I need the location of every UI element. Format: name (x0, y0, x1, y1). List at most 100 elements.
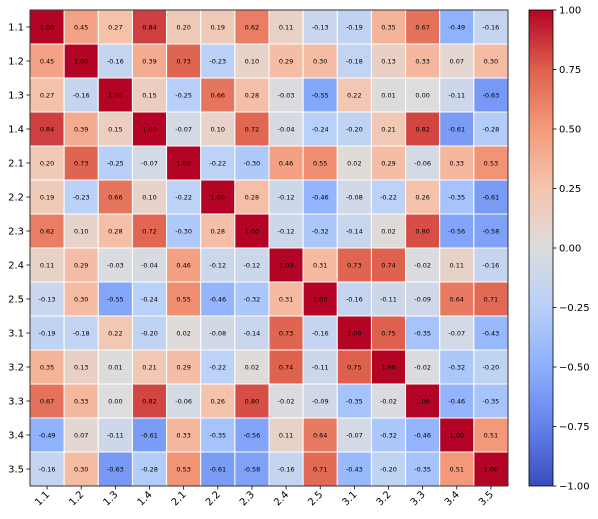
x-tick-label-2.5: 2.5 (306, 489, 325, 508)
cell-1.4-2.2 (200, 111, 236, 147)
cell-3.1-2.1 (166, 315, 202, 351)
cell-2.1-2.1 (166, 145, 202, 181)
cell-3.5-2.3 (234, 451, 270, 487)
cell-3.5-3.2 (370, 451, 407, 487)
cell-2.5-2.3 (234, 281, 270, 317)
cell-label-2.1-1.2: 0.73 (74, 159, 88, 167)
cell-label-2.1-2.5: 0.55 (313, 159, 327, 167)
cell-2.5-3.2 (370, 281, 407, 317)
cell-3.5-3.5 (473, 451, 509, 487)
cell-label-1.3-1.2: -0.16 (73, 91, 90, 99)
cell-2.2-1.4 (131, 179, 168, 215)
y-tick-label-3.2: 3.2 (8, 363, 24, 374)
cell-label-2.1-2.2: -0.22 (209, 159, 226, 167)
cell-1.2-2.4 (268, 43, 304, 79)
cell-3.3-1.3 (97, 383, 133, 419)
cell-2.2-2.5 (302, 179, 338, 215)
x-tick-label-2.1: 2.1 (170, 489, 189, 508)
cell-1.3-1.1 (29, 77, 65, 113)
y-tick-label-3.3: 3.3 (8, 397, 24, 408)
cell-label-2.4-2.2: -0.12 (209, 261, 226, 269)
cell-3.1-1.1 (29, 315, 65, 351)
cell-2.3-2.1 (166, 213, 202, 249)
cell-1.3-2.5 (302, 77, 338, 113)
cell-label-3.5-1.3: -0.63 (107, 465, 124, 473)
cell-label-1.2-3.4: 0.07 (450, 57, 464, 65)
heatmap-cells: 1.00 0.45 0.27 0.84 0.20 0.19 0.62 0.11 -0.13 -0.… (29, 9, 509, 487)
cell-label-3.5-2.2: -0.61 (209, 465, 226, 473)
colorbar-tick-label-0: 1.00 (559, 6, 581, 17)
cell-label-3.1-1.3: 0.22 (108, 329, 122, 337)
colorbar-tick-label-4: 0.00 (559, 244, 581, 255)
cell-label-2.1-2.4: 0.46 (279, 159, 293, 167)
cell-2.3-3.3 (405, 213, 441, 249)
colorbar-tick-label-5: −0.25 (559, 303, 590, 314)
cell-label-3.3-3.3: 1.00 (415, 397, 429, 405)
cell-label-3.2-1.2: 0.13 (74, 363, 88, 371)
y-tick-label-3.4: 3.4 (8, 431, 24, 442)
cell-label-2.4-3.4: 0.11 (450, 261, 464, 269)
cell-3.2-1.2 (63, 349, 99, 385)
cell-label-2.2-3.2: -0.22 (380, 193, 397, 201)
x-tick-label-2.2: 2.2 (204, 489, 223, 508)
cell-2.4-1.1 (29, 247, 65, 283)
colorbar-tick-label-6: −0.50 (559, 363, 590, 374)
cell-2.4-3.3 (405, 247, 441, 283)
cell-label-2.1-3.4: 0.33 (450, 159, 464, 167)
cell-1.3-1.3 (97, 77, 133, 113)
cell-3.5-3.4 (439, 451, 475, 487)
cell-label-2.2-3.5: -0.61 (483, 193, 500, 201)
cell-label-1.1-3.3: 0.67 (415, 23, 429, 31)
cell-2.2-3.3 (405, 179, 441, 215)
cell-label-2.4-3.3: -0.02 (414, 261, 431, 269)
cell-label-3.4-2.4: 0.11 (279, 431, 293, 439)
cell-label-2.3-1.4: 0.72 (142, 227, 156, 235)
colorbar-gradient (528, 9, 554, 487)
cell-label-2.4-1.3: -0.03 (107, 261, 124, 269)
cell-3.4-3.1 (336, 417, 372, 453)
cell-label-3.4-3.1: -0.07 (346, 431, 363, 439)
cell-label-2.5-3.5: 0.71 (484, 295, 498, 303)
cell-label-2.2-2.1: -0.22 (175, 193, 192, 201)
cell-2.3-2.3 (234, 213, 270, 249)
cell-3.2-2.4 (268, 349, 304, 385)
cell-label-2.3-2.3: 1.00 (245, 227, 259, 235)
cell-label-1.4-1.2: 0.39 (74, 125, 88, 133)
cell-label-2.3-2.1: -0.30 (175, 227, 192, 235)
cell-label-1.4-3.2: 0.21 (381, 125, 395, 133)
cell-label-2.5-2.4: 0.31 (279, 295, 293, 303)
colorbar-tick-label-7: −0.75 (559, 422, 590, 433)
cell-3.3-3.5 (473, 383, 509, 419)
cell-2.2-3.2 (370, 179, 407, 215)
cell-1.4-2.1 (166, 111, 202, 147)
cell-label-3.4-2.3: -0.56 (244, 431, 261, 439)
cell-3.3-2.4 (268, 383, 304, 419)
cell-label-2.1-1.3: -0.25 (107, 159, 124, 167)
cell-label-1.2-1.2: 1.00 (74, 57, 88, 65)
colorbar-tick-label-2: 0.50 (559, 125, 581, 136)
colorbar-tick-label-1: 0.75 (559, 65, 581, 76)
cell-1.4-3.3 (405, 111, 441, 147)
cell-label-2.4-3.2: 0.74 (381, 261, 395, 269)
cell-label-3.5-1.1: -0.16 (39, 465, 56, 473)
cell-2.5-1.4 (131, 281, 168, 317)
cell-label-2.3-3.1: -0.14 (346, 227, 363, 235)
cell-label-3.1-2.1: 0.02 (176, 329, 190, 337)
cell-label-1.3-3.3: 0.00 (415, 91, 429, 99)
cell-label-3.4-2.2: -0.35 (209, 431, 226, 439)
cell-3.3-2.3 (234, 383, 270, 419)
cell-label-2.4-1.2: 0.29 (74, 261, 88, 269)
cell-2.1-3.1 (336, 145, 372, 181)
cell-1.2-2.1 (166, 43, 202, 79)
cell-3.1-3.3 (405, 315, 441, 351)
cell-3.4-3.5 (473, 417, 509, 453)
cell-label-2.3-1.3: 0.28 (108, 227, 122, 235)
x-tick-label-1.4: 1.4 (136, 489, 155, 508)
cell-label-3.1-1.4: -0.20 (141, 329, 158, 337)
cell-label-1.2-3.3: 0.33 (415, 57, 429, 65)
cell-label-1.2-2.3: 0.10 (245, 57, 259, 65)
cell-3.1-2.4 (268, 315, 304, 351)
cell-1.4-3.2 (370, 111, 407, 147)
cell-1.2-3.4 (439, 43, 475, 79)
cell-label-2.2-1.4: 0.10 (142, 193, 156, 201)
